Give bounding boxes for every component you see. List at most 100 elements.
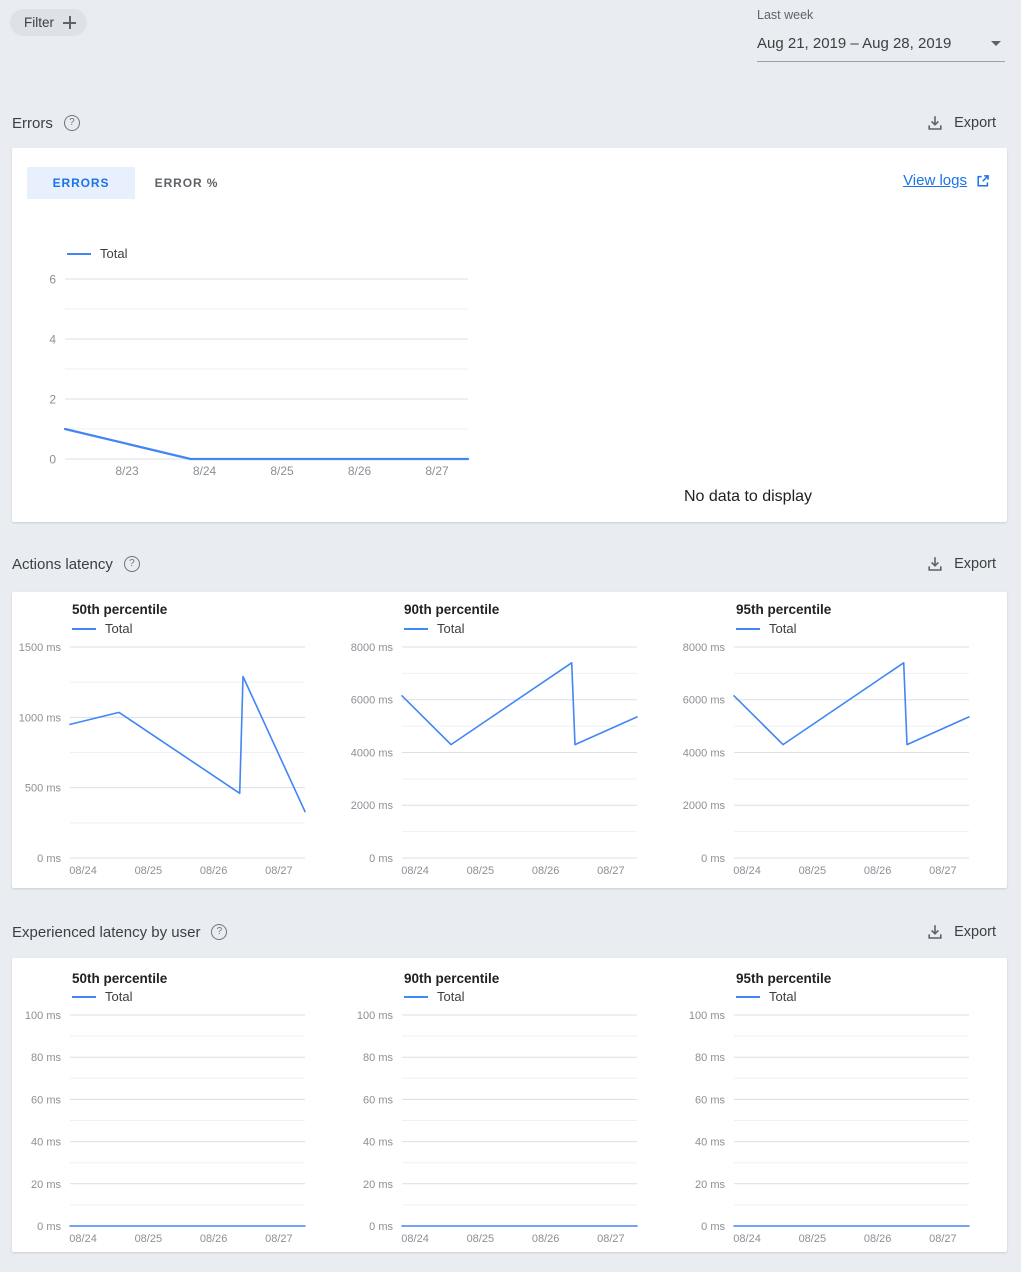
legend-label: Total bbox=[437, 621, 465, 636]
svg-text:08/25: 08/25 bbox=[135, 1233, 163, 1245]
actions-latency-50th-chart: 0 ms 500 ms 1000 ms 1500 ms 08/24 08/25 08/26 0… bbox=[15, 640, 315, 883]
chart-canvas-svg: 0 ms 2000 ms 4000 ms 6000 ms 8000 ms 08/24 08/… bbox=[351, 642, 638, 877]
legend-label: Total bbox=[769, 989, 797, 1004]
plus-icon bbox=[63, 16, 76, 29]
svg-text:100 ms: 100 ms bbox=[25, 1010, 62, 1022]
legend-swatch bbox=[736, 995, 760, 998]
legend-swatch bbox=[404, 995, 428, 998]
svg-text:4000 ms: 4000 ms bbox=[351, 747, 394, 759]
legend-label: Total bbox=[105, 621, 133, 636]
filter-chip[interactable]: Filter bbox=[10, 9, 87, 36]
svg-text:2000 ms: 2000 ms bbox=[683, 800, 726, 812]
svg-text:20 ms: 20 ms bbox=[363, 1179, 393, 1191]
svg-text:8/23: 8/23 bbox=[115, 464, 139, 478]
legend-swatch bbox=[736, 627, 760, 630]
svg-text:08/24: 08/24 bbox=[69, 1233, 97, 1245]
svg-text:08/27: 08/27 bbox=[929, 1233, 957, 1245]
experienced-latency-50th-chart: 0 ms 20 ms 40 ms 60 ms 80 ms 100 ms 08/24 08/25… bbox=[15, 1008, 315, 1251]
external-link-icon bbox=[976, 174, 990, 188]
svg-text:60 ms: 60 ms bbox=[363, 1094, 393, 1106]
svg-text:40 ms: 40 ms bbox=[31, 1137, 61, 1149]
svg-text:08/25: 08/25 bbox=[799, 1233, 827, 1245]
series-total bbox=[63, 427, 470, 461]
help-circle-icon[interactable]: ? bbox=[63, 115, 80, 131]
svg-text:08/25: 08/25 bbox=[135, 865, 163, 877]
chart-canvas-svg: 0 ms 500 ms 1000 ms 1500 ms 08/24 08/25 08/26 0… bbox=[19, 642, 306, 877]
download-icon bbox=[926, 923, 944, 941]
svg-text:80 ms: 80 ms bbox=[31, 1052, 61, 1064]
download-icon bbox=[926, 555, 944, 573]
svg-text:6000 ms: 6000 ms bbox=[351, 695, 394, 707]
svg-text:0: 0 bbox=[49, 452, 56, 466]
svg-text:0 ms: 0 ms bbox=[369, 853, 393, 865]
chart-title-experienced-90th: 90th percentile bbox=[404, 971, 500, 986]
svg-text:08/24: 08/24 bbox=[401, 1233, 429, 1245]
series-total bbox=[401, 661, 638, 746]
svg-text:08/27: 08/27 bbox=[597, 865, 625, 877]
svg-text:08/26: 08/26 bbox=[864, 1233, 892, 1245]
export-label: Export bbox=[954, 556, 996, 572]
view-logs-link[interactable]: View logs bbox=[903, 172, 990, 189]
svg-text:40 ms: 40 ms bbox=[695, 1137, 725, 1149]
svg-text:08/27: 08/27 bbox=[265, 1233, 293, 1245]
svg-text:08/27: 08/27 bbox=[597, 1233, 625, 1245]
experienced-latency-section-header: Experienced latency by user ? Export bbox=[12, 919, 996, 945]
svg-text:40 ms: 40 ms bbox=[363, 1137, 393, 1149]
svg-text:08/25: 08/25 bbox=[467, 865, 495, 877]
svg-text:08/26: 08/26 bbox=[200, 865, 228, 877]
chart-legend: Total bbox=[404, 989, 464, 1004]
tab-errors[interactable]: ERRORS bbox=[27, 167, 135, 199]
export-label: Export bbox=[954, 924, 996, 940]
svg-text:8000 ms: 8000 ms bbox=[351, 642, 394, 654]
export-button-experienced-latency[interactable]: Export bbox=[926, 923, 996, 941]
svg-text:0 ms: 0 ms bbox=[701, 853, 725, 865]
actions-latency-card: 50th percentile Total 0 ms 500 ms 1000 ms 1… bbox=[12, 592, 1007, 888]
svg-text:0 ms: 0 ms bbox=[37, 1221, 61, 1233]
chart-legend: Total bbox=[404, 621, 464, 636]
errors-line-chart: 0 2 4 6 8/23 8/24 8/25 8/26 8/27 bbox=[18, 269, 480, 485]
svg-text:08/25: 08/25 bbox=[799, 865, 827, 877]
series-total bbox=[69, 675, 306, 813]
help-circle-icon[interactable]: ? bbox=[211, 924, 228, 940]
chart-canvas-svg: 0 ms 20 ms 40 ms 60 ms 80 ms 100 ms 08/24 08/25… bbox=[25, 1010, 306, 1245]
chart-canvas-svg: 0 ms 20 ms 40 ms 60 ms 80 ms 100 ms 08/24 08/25… bbox=[689, 1010, 970, 1245]
export-button-errors[interactable]: Export bbox=[926, 114, 996, 132]
errors-section-header: Errors ? Export bbox=[12, 110, 996, 136]
legend-swatch bbox=[67, 252, 91, 255]
svg-text:08/26: 08/26 bbox=[532, 865, 560, 877]
chart-title-actions-90th: 90th percentile bbox=[404, 602, 500, 617]
svg-text:08/26: 08/26 bbox=[532, 1233, 560, 1245]
svg-text:8/24: 8/24 bbox=[193, 464, 217, 478]
experienced-latency-section-title: Experienced latency by user bbox=[12, 923, 201, 941]
svg-text:08/24: 08/24 bbox=[401, 865, 429, 877]
export-button-actions-latency[interactable]: Export bbox=[926, 555, 996, 573]
help-circle-icon[interactable]: ? bbox=[123, 556, 140, 572]
date-range-value: Aug 21, 2019 – Aug 28, 2019 bbox=[757, 35, 952, 52]
filter-chip-label: Filter bbox=[24, 15, 54, 30]
svg-text:4000 ms: 4000 ms bbox=[683, 747, 726, 759]
svg-text:1000 ms: 1000 ms bbox=[19, 712, 62, 724]
svg-text:08/26: 08/26 bbox=[864, 865, 892, 877]
legend-label: Total bbox=[769, 621, 797, 636]
chart-legend: Total bbox=[736, 989, 796, 1004]
chart-title-actions-95th: 95th percentile bbox=[736, 602, 832, 617]
view-logs-label: View logs bbox=[903, 172, 967, 189]
svg-text:500 ms: 500 ms bbox=[25, 783, 62, 795]
experienced-latency-card: 50th percentile Total 0 ms 20 ms 40 ms 60 m… bbox=[12, 958, 1007, 1252]
svg-text:08/24: 08/24 bbox=[69, 865, 97, 877]
actions-latency-section-title: Actions latency bbox=[12, 555, 113, 573]
date-range-selector[interactable]: Last week Aug 21, 2019 – Aug 28, 2019 bbox=[757, 8, 1005, 62]
svg-text:2000 ms: 2000 ms bbox=[351, 800, 394, 812]
tab-error-percent[interactable]: ERROR % bbox=[154, 176, 219, 190]
chart-title-experienced-95th: 95th percentile bbox=[736, 971, 832, 986]
svg-text:8/25: 8/25 bbox=[270, 464, 294, 478]
legend-swatch bbox=[404, 627, 428, 630]
chart-title-experienced-50th: 50th percentile bbox=[72, 971, 168, 986]
legend-label: Total bbox=[100, 246, 128, 261]
svg-text:08/24: 08/24 bbox=[733, 1233, 761, 1245]
svg-text:08/26: 08/26 bbox=[200, 1233, 228, 1245]
errors-chart-legend: Total bbox=[67, 246, 127, 261]
svg-text:100 ms: 100 ms bbox=[689, 1010, 726, 1022]
svg-text:100 ms: 100 ms bbox=[357, 1010, 394, 1022]
svg-text:4: 4 bbox=[49, 332, 56, 346]
